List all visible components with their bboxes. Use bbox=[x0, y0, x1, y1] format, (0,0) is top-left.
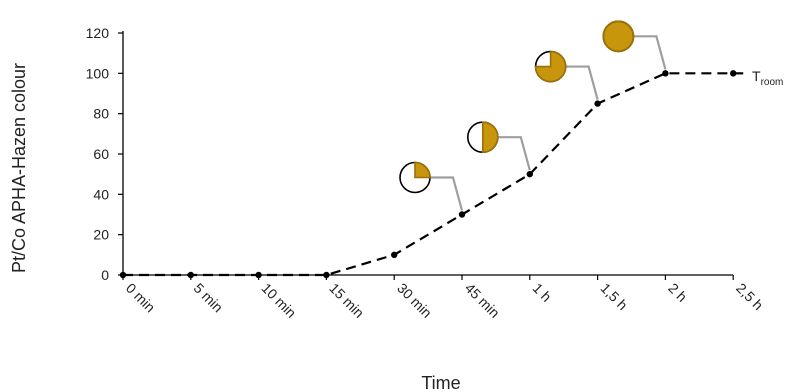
indicator-fill bbox=[482, 121, 499, 153]
series-label: Troom bbox=[752, 68, 783, 88]
series-label-main: T bbox=[752, 68, 761, 84]
data-point bbox=[255, 271, 262, 279]
y-tick-label: 80 bbox=[93, 106, 109, 122]
indicator-fill bbox=[602, 20, 635, 53]
y-tick-label: 0 bbox=[101, 267, 109, 283]
data-point bbox=[526, 170, 533, 178]
data-point bbox=[119, 271, 127, 279]
axes bbox=[122, 31, 733, 276]
x-tick-label: 10 min bbox=[258, 280, 299, 321]
leader-line bbox=[633, 35, 667, 70]
series-label-subscript: room bbox=[761, 77, 784, 88]
leader-line bbox=[565, 65, 599, 100]
x-tick-label: 45 min bbox=[462, 280, 503, 321]
data-point bbox=[458, 211, 466, 218]
x-tick-label: 30 min bbox=[394, 280, 435, 321]
y-axis-title: Pt/Co APHA-Hazen colour bbox=[9, 63, 29, 273]
y-tick-label: 100 bbox=[86, 65, 110, 81]
leader-line bbox=[497, 136, 531, 171]
x-tick-label: 2,5 h bbox=[733, 280, 766, 313]
x-axis-title: Time bbox=[421, 373, 460, 392]
y-tick-label: 60 bbox=[93, 146, 109, 162]
x-tick-label: 2 h bbox=[665, 280, 690, 305]
indicator-leaders bbox=[430, 35, 667, 211]
y-tick-label: 120 bbox=[86, 25, 110, 41]
y-tick-label: 20 bbox=[93, 227, 109, 243]
x-tick-label: 5 min bbox=[191, 280, 227, 316]
y-axis-ticks: 0 20 40 60 80 100 120 bbox=[86, 25, 123, 283]
indicator-fill bbox=[414, 161, 431, 179]
x-tick-label: 0 min bbox=[123, 280, 159, 316]
colour-indicators bbox=[399, 20, 635, 194]
data-point bbox=[187, 271, 194, 279]
data-point bbox=[391, 251, 398, 259]
indicator-fill bbox=[534, 50, 567, 83]
x-axis-ticks: 0 min 5 min 10 min 15 min 30 min 45 min 1 h 1,5… bbox=[122, 275, 766, 321]
leader-line bbox=[430, 176, 464, 211]
x-tick-label: 1,5 h bbox=[597, 280, 630, 313]
series bbox=[119, 70, 748, 279]
data-point bbox=[594, 100, 601, 107]
series-line bbox=[123, 72, 734, 277]
y-tick-label: 40 bbox=[93, 186, 109, 202]
data-point bbox=[662, 70, 669, 77]
x-tick-label: 15 min bbox=[326, 280, 367, 321]
data-point bbox=[323, 271, 330, 279]
x-tick-label: 1 h bbox=[530, 280, 555, 305]
